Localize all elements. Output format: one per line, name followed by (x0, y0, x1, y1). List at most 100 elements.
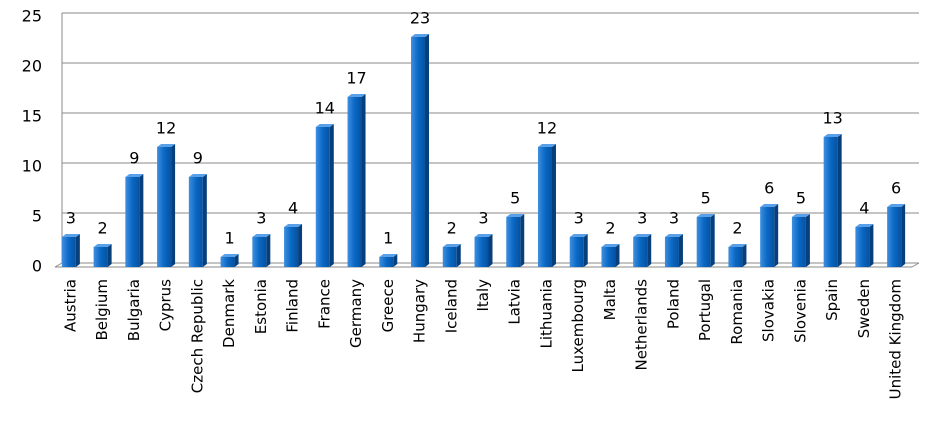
bar-top (569, 234, 588, 237)
bar-top (664, 234, 683, 237)
data-label: 3 (66, 209, 76, 228)
bar (442, 247, 457, 267)
bar-top (411, 34, 430, 37)
data-label: 12 (156, 119, 176, 138)
bar (220, 257, 235, 267)
bar-top (696, 214, 715, 217)
x-tick-label: Lithuania (537, 279, 555, 348)
bar (855, 227, 870, 267)
bar (791, 217, 806, 267)
bar (93, 247, 108, 267)
x-tick-label: France (315, 279, 333, 329)
bar (411, 37, 426, 267)
bar (760, 207, 775, 267)
y-tick-label: 15 (22, 107, 42, 126)
bar-side (234, 254, 239, 267)
bar-side (361, 94, 366, 267)
bar-top (315, 124, 334, 127)
bar-side (551, 144, 556, 267)
x-tick-label: Austria (61, 279, 79, 332)
bar (823, 137, 838, 267)
bar-top (823, 134, 842, 137)
x-tick-label: Malta (601, 279, 619, 320)
bar (284, 227, 299, 267)
bar-top (791, 214, 810, 217)
data-label: 6 (891, 179, 901, 198)
bar-side (139, 174, 144, 267)
bar-side (742, 244, 747, 267)
data-label: 3 (669, 209, 679, 228)
bar-side (901, 204, 906, 267)
data-label: 6 (764, 179, 774, 198)
bar-top (188, 174, 207, 177)
bar-top (601, 244, 620, 247)
data-label: 5 (701, 189, 711, 208)
bar-top (760, 204, 779, 207)
bar-top (252, 234, 271, 237)
bar-side (329, 124, 334, 267)
bar (728, 247, 743, 267)
bar-top (347, 94, 366, 97)
x-tick-label: Latvia (506, 279, 524, 325)
bar-top (633, 234, 652, 237)
bar-side (583, 234, 588, 267)
bar-top (220, 254, 239, 257)
data-label: 14 (315, 99, 335, 118)
x-tick-label: Italy (474, 279, 492, 312)
bar-side (869, 224, 874, 267)
bar (474, 237, 489, 267)
data-label: 3 (478, 209, 488, 228)
bar-top (284, 224, 303, 227)
bar (601, 247, 616, 267)
bar-side (266, 234, 271, 267)
bar-side (647, 234, 652, 267)
bar-side (393, 254, 398, 267)
data-label: 3 (256, 209, 266, 228)
x-tick-label: Hungary (411, 279, 429, 343)
x-tick-label: Sweden (855, 279, 873, 338)
x-tick-label: Spain (823, 279, 841, 321)
bar (506, 217, 521, 267)
bar-side (774, 204, 779, 267)
bar-side (678, 234, 683, 267)
data-label: 4 (859, 199, 869, 218)
y-tick-label: 10 (22, 157, 42, 176)
bar-side (837, 134, 842, 267)
x-tick-label: Greece (379, 279, 397, 332)
x-tick-label: Finland (284, 279, 302, 333)
bar-top (93, 244, 112, 247)
data-label: 1 (383, 229, 393, 248)
data-label: 5 (796, 189, 806, 208)
y-tick-label: 5 (32, 207, 42, 226)
data-label: 2 (98, 219, 108, 238)
data-label: 12 (537, 119, 557, 138)
floor-edge (54, 262, 63, 268)
x-tick-label: Netherlands (633, 279, 651, 371)
bar-top (379, 254, 398, 257)
x-tick-label: Denmark (220, 279, 238, 348)
bar (125, 177, 140, 267)
x-tick-label: Iceland (442, 279, 460, 333)
bar-top (855, 224, 874, 227)
x-tick-label: Germany (347, 279, 365, 348)
data-label: 23 (410, 9, 430, 28)
data-label: 2 (732, 219, 742, 238)
bar (252, 237, 267, 267)
bar (347, 97, 362, 267)
bar (157, 147, 172, 267)
data-label: 4 (288, 199, 298, 218)
bar-side (171, 144, 176, 267)
bar-side (298, 224, 303, 267)
bar-top (61, 234, 80, 237)
bar-side (805, 214, 810, 267)
bar-top (474, 234, 493, 237)
floor-edge (911, 262, 920, 268)
bar-side (107, 244, 112, 267)
x-tick-label: Poland (664, 279, 682, 329)
bar-side (710, 214, 715, 267)
bar (537, 147, 552, 267)
bar-top (442, 244, 461, 247)
x-tick-label: Romania (728, 279, 746, 345)
bar-top (887, 204, 906, 207)
data-label: 3 (574, 209, 584, 228)
